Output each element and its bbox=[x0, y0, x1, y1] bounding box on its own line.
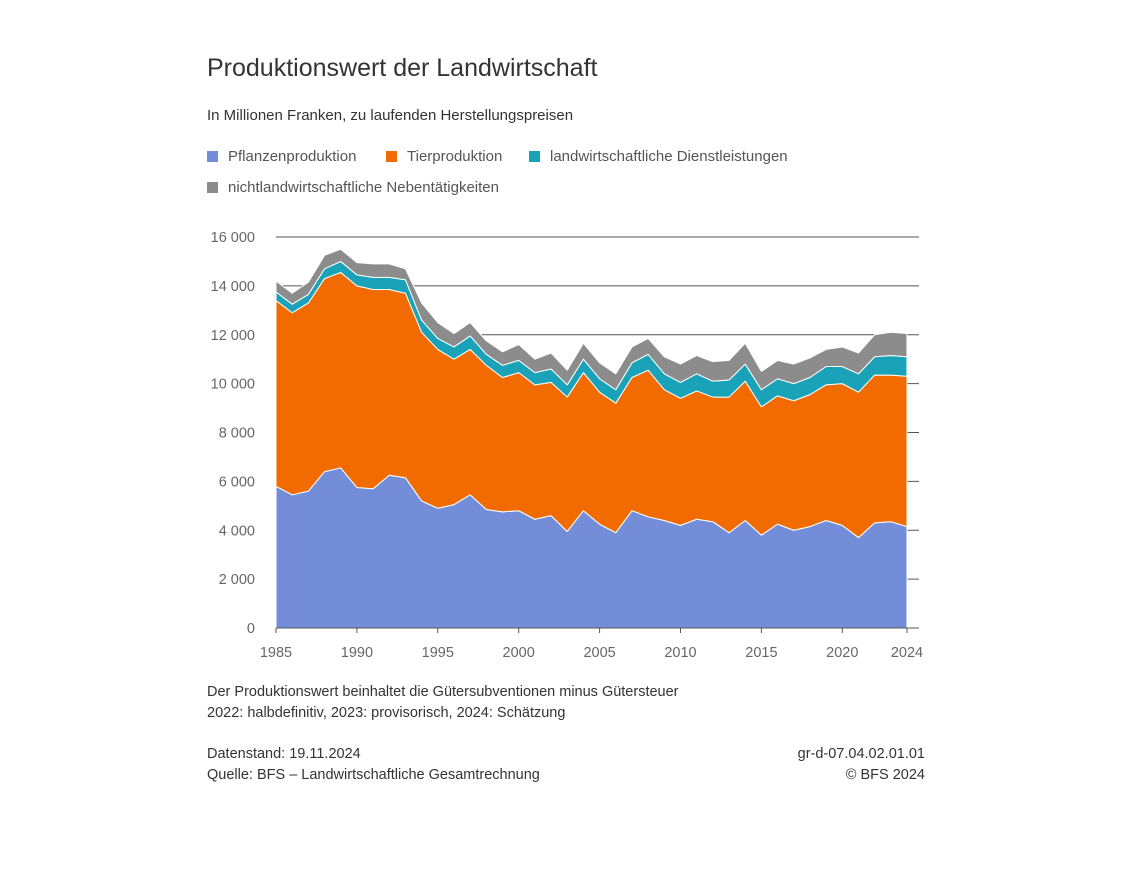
x-tick-label: 1985 bbox=[260, 645, 292, 661]
legend-swatch-dienstleistungen bbox=[529, 151, 540, 162]
x-tick-label: 2005 bbox=[583, 645, 615, 661]
y-tick-label: 10 000 bbox=[211, 377, 255, 393]
y-tick-label: 2 000 bbox=[219, 572, 255, 588]
x-tick-label: 2010 bbox=[664, 645, 696, 661]
legend-swatch-pflanzenproduktion bbox=[207, 151, 218, 162]
chart-subtitle: In Millionen Franken, zu laufenden Herst… bbox=[207, 107, 574, 124]
legend-label-tierproduktion: Tierproduktion bbox=[407, 148, 503, 165]
legend-label-dienstleistungen: landwirtschaftliche Dienstleistungen bbox=[550, 148, 788, 165]
note-subventionen: Der Produktionswert beinhaltet die Güter… bbox=[207, 684, 679, 700]
graphic-code: gr-d-07.04.02.01.01 bbox=[797, 746, 925, 762]
legend-swatch-tierproduktion bbox=[386, 151, 397, 162]
x-tick-label: 1990 bbox=[341, 645, 373, 661]
y-tick-label: 16 000 bbox=[211, 230, 255, 246]
y-tick-label: 14 000 bbox=[211, 279, 255, 295]
x-tick-label: 2024 bbox=[891, 645, 923, 661]
x-tick-label: 1995 bbox=[422, 645, 454, 661]
legend-label-pflanzenproduktion: Pflanzenproduktion bbox=[228, 148, 357, 165]
x-tick-label: 2000 bbox=[503, 645, 535, 661]
y-tick-label: 0 bbox=[247, 621, 255, 637]
x-tick-label: 2020 bbox=[826, 645, 858, 661]
legend-item-pflanzenproduktion[interactable]: Pflanzenproduktion bbox=[207, 148, 356, 165]
x-tick-label: 2015 bbox=[745, 645, 777, 661]
legend-swatch-nebentaetigkeiten bbox=[207, 182, 218, 193]
legend-item-nebentaetigkeiten[interactable]: nichtlandwirtschaftliche Nebentätigkeite… bbox=[207, 179, 499, 196]
chart-title: Produktionswert der Landwirtschaft bbox=[207, 54, 598, 82]
copyright: © BFS 2024 bbox=[845, 767, 925, 783]
area-series-3[interactable] bbox=[275, 248, 908, 391]
y-tick-label: 12 000 bbox=[211, 328, 255, 344]
y-tick-label: 4 000 bbox=[219, 523, 255, 539]
axis-layer: 0 2 000 4 000 6 000 8 000 10 000 12 000 14 000 1… bbox=[211, 230, 923, 661]
y-tick-label: 8 000 bbox=[219, 426, 255, 442]
legend-label-nebentaetigkeiten: nichtlandwirtschaftliche Nebentätigkeite… bbox=[228, 179, 499, 196]
legend-item-dienstleistungen[interactable]: landwirtschaftliche Dienstleistungen bbox=[529, 148, 788, 165]
quelle: Quelle: BFS – Landwirtschaftliche Gesamt… bbox=[207, 767, 540, 783]
datenstand: Datenstand: 19.11.2024 bbox=[207, 746, 361, 762]
area-layer bbox=[275, 248, 908, 629]
legend-item-tierproduktion[interactable]: Tierproduktion bbox=[386, 148, 502, 165]
y-tick-label: 6 000 bbox=[219, 474, 255, 490]
note-status: 2022: halbdefinitiv, 2023: provisorisch,… bbox=[207, 705, 566, 721]
